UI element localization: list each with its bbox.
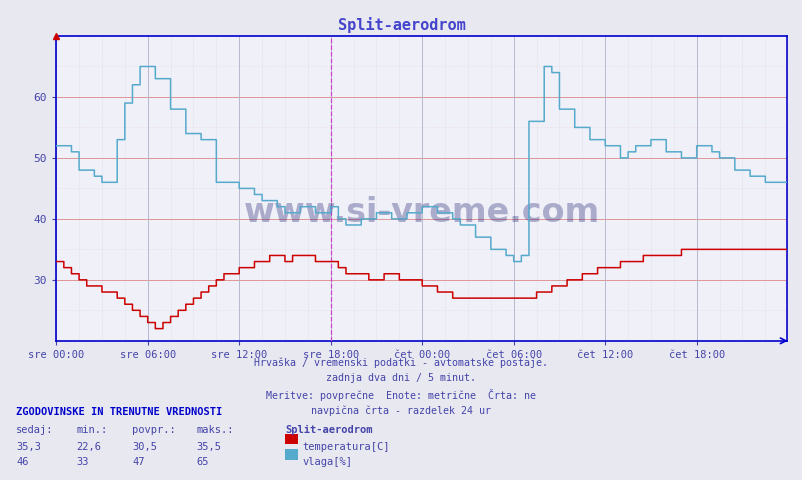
Text: zadnja dva dni / 5 minut.: zadnja dva dni / 5 minut. — [326, 373, 476, 384]
Text: 65: 65 — [196, 457, 209, 468]
Text: Split-aerodrom: Split-aerodrom — [285, 425, 372, 435]
Text: 22,6: 22,6 — [76, 442, 101, 452]
Text: www.si-vreme.com: www.si-vreme.com — [243, 196, 599, 229]
Text: ZGODOVINSKE IN TRENUTNE VREDNOSTI: ZGODOVINSKE IN TRENUTNE VREDNOSTI — [16, 407, 222, 417]
Text: 33: 33 — [76, 457, 89, 468]
Text: 46: 46 — [16, 457, 29, 468]
Text: povpr.:: povpr.: — [132, 425, 176, 435]
Text: Hrvaška / vremenski podatki - avtomatske postaje.: Hrvaška / vremenski podatki - avtomatske… — [254, 358, 548, 368]
Text: 35,5: 35,5 — [196, 442, 221, 452]
Text: 35,3: 35,3 — [16, 442, 41, 452]
Text: sedaj:: sedaj: — [16, 425, 54, 435]
Text: navpična črta - razdelek 24 ur: navpična črta - razdelek 24 ur — [311, 405, 491, 416]
Text: vlaga[%]: vlaga[%] — [302, 457, 352, 468]
Text: Split-aerodrom: Split-aerodrom — [337, 17, 465, 33]
Text: 47: 47 — [132, 457, 145, 468]
Text: 30,5: 30,5 — [132, 442, 157, 452]
Text: Meritve: povprečne  Enote: metrične  Črta: ne: Meritve: povprečne Enote: metrične Črta:… — [266, 389, 536, 401]
Text: min.:: min.: — [76, 425, 107, 435]
Text: temperatura[C]: temperatura[C] — [302, 442, 390, 452]
Text: maks.:: maks.: — [196, 425, 234, 435]
